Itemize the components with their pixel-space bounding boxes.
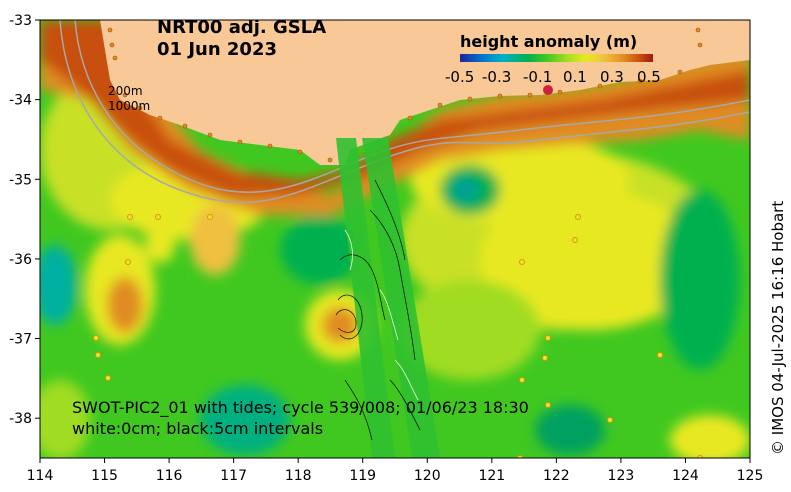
bathymetry-label-200m: 200m xyxy=(108,84,143,98)
y-tick-label: -37 xyxy=(9,332,32,348)
swath-note-line2: white:0cm; black:5cm intervals xyxy=(72,419,323,438)
map-title: NRT00 adj. GSLA xyxy=(157,17,326,38)
x-tick-label: 116 xyxy=(156,468,183,484)
bathymetry-label-1000m: 1000m xyxy=(108,99,150,113)
x-axis: 114 115 116 117 118 119 120 121 122 123 124 125 xyxy=(27,458,764,484)
y-tick-label: -38 xyxy=(9,411,32,427)
observation-markers xyxy=(93,214,703,458)
colorbar-tick: -0.5 xyxy=(445,68,474,86)
colorbar-tick: 0.5 xyxy=(637,68,661,86)
y-axis: -33 -34 -35 -36 -37 -38 xyxy=(9,13,40,427)
bathymetry-200m xyxy=(74,20,750,193)
y-tick-label: -33 xyxy=(9,13,32,29)
colorbar-tick: 0.3 xyxy=(600,68,624,86)
island-marker xyxy=(543,85,553,95)
y-tick-label: -35 xyxy=(9,172,32,188)
x-tick-label: 123 xyxy=(608,468,635,484)
x-tick-label: 117 xyxy=(220,468,247,484)
y-tick-label: -36 xyxy=(9,252,32,268)
x-tick-label: 125 xyxy=(737,468,764,484)
swath-note-line1: SWOT-PIC2_01 with tides; cycle 539/008; … xyxy=(72,398,529,418)
x-tick-label: 118 xyxy=(285,468,312,484)
x-tick-label: 122 xyxy=(543,468,570,484)
coast-markers xyxy=(107,27,703,163)
colorbar-tick: 0.1 xyxy=(563,68,587,86)
colorbar-tick: -0.3 xyxy=(482,68,511,86)
x-tick-label: 114 xyxy=(27,468,54,484)
colorbar-tick: -0.1 xyxy=(523,68,552,86)
anomaly-field xyxy=(40,20,750,458)
colorbar-gradient xyxy=(460,54,653,62)
x-tick-label: 120 xyxy=(414,468,441,484)
x-tick-label: 124 xyxy=(672,468,699,484)
x-tick-label: 121 xyxy=(478,468,505,484)
map-date: 01 Jun 2023 xyxy=(157,39,277,60)
y-tick-label: -34 xyxy=(9,93,32,109)
colorbar: height anomaly (m) -0.5 -0.3 -0.1 0.1 0.… xyxy=(445,32,661,86)
x-tick-label: 115 xyxy=(91,468,118,484)
credit-text: © IMOS 04-Jul-2025 16:16 Hobart xyxy=(769,201,787,455)
plot-frame xyxy=(39,19,751,459)
swot-swath xyxy=(335,138,440,458)
colorbar-title: height anomaly (m) xyxy=(460,32,637,51)
map-plot-area xyxy=(40,20,750,458)
x-tick-label: 119 xyxy=(349,468,376,484)
